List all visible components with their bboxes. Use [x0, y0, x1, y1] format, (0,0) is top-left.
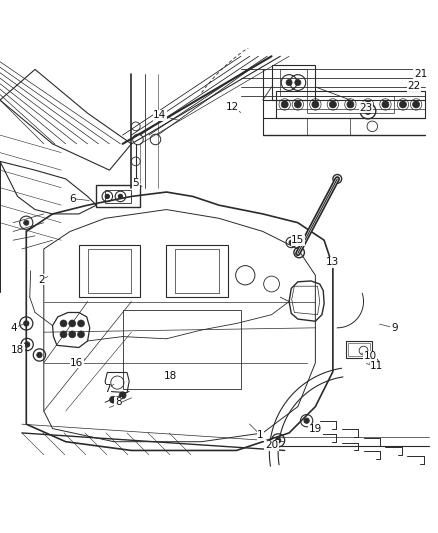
Text: 12: 12: [226, 102, 239, 111]
Circle shape: [289, 240, 293, 245]
Circle shape: [312, 101, 319, 108]
Circle shape: [78, 331, 85, 338]
Text: 2: 2: [38, 274, 45, 285]
Circle shape: [60, 331, 67, 338]
Text: 16: 16: [70, 358, 83, 368]
Text: 4: 4: [11, 323, 18, 333]
Text: 18: 18: [11, 345, 24, 355]
Circle shape: [347, 101, 354, 108]
Text: 5: 5: [132, 178, 139, 188]
Text: 7: 7: [104, 384, 111, 394]
Text: 14: 14: [153, 110, 166, 120]
Circle shape: [286, 79, 292, 86]
Circle shape: [413, 101, 420, 108]
Circle shape: [25, 342, 30, 347]
Circle shape: [78, 320, 85, 327]
Circle shape: [294, 101, 301, 108]
Text: 13: 13: [326, 257, 339, 267]
Text: 23: 23: [359, 103, 372, 113]
Circle shape: [281, 101, 288, 108]
Text: 10: 10: [364, 351, 377, 361]
Text: 22: 22: [407, 81, 420, 91]
Circle shape: [105, 194, 110, 199]
Text: 15: 15: [291, 235, 304, 245]
Circle shape: [364, 101, 371, 108]
Text: 20: 20: [265, 440, 278, 450]
Text: 8: 8: [115, 397, 122, 407]
Circle shape: [24, 321, 29, 326]
Text: 18: 18: [164, 371, 177, 381]
Circle shape: [60, 320, 67, 327]
Circle shape: [37, 352, 42, 358]
Text: 1: 1: [257, 430, 264, 440]
Circle shape: [329, 101, 336, 108]
Circle shape: [69, 331, 76, 338]
Circle shape: [119, 392, 126, 399]
Circle shape: [24, 220, 29, 225]
Text: 21: 21: [414, 69, 427, 79]
Circle shape: [110, 396, 117, 403]
Circle shape: [399, 101, 406, 108]
Text: 19: 19: [309, 424, 322, 434]
Circle shape: [382, 101, 389, 108]
Circle shape: [364, 108, 371, 115]
Text: 9: 9: [391, 323, 398, 333]
Circle shape: [304, 418, 309, 423]
Circle shape: [118, 194, 123, 199]
Circle shape: [69, 320, 76, 327]
Circle shape: [276, 438, 281, 443]
Text: 11: 11: [370, 361, 383, 372]
Circle shape: [295, 79, 301, 86]
Text: 6: 6: [69, 193, 76, 204]
